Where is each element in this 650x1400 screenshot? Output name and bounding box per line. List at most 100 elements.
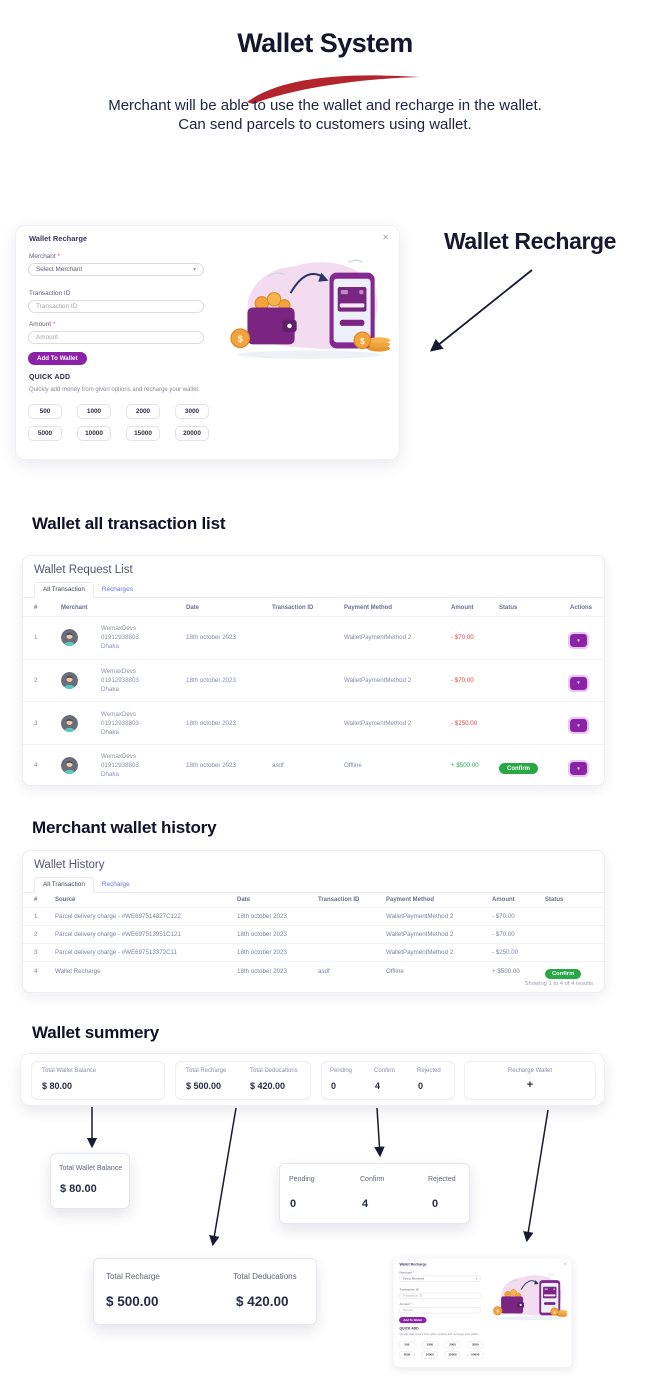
table-row: 4 WemaxDevs 01912938803 Dhaka 18th october…: [23, 744, 604, 787]
date-cell: 18th october 2023: [186, 719, 236, 727]
row-action-button[interactable]: ▾: [570, 634, 587, 648]
quick-amount-button[interactable]: 2000: [126, 404, 160, 419]
plus-icon[interactable]: +: [526, 1079, 534, 1091]
table-body: 1 WemaxDevs 01912938803 Dhaka 18th october…: [23, 616, 604, 787]
col-date: Date: [237, 897, 251, 903]
col-num: #: [34, 605, 38, 611]
quick-add-description: Quickly add money from given options and…: [399, 1333, 479, 1337]
subtitle-line-1: Merchant will be able to use the wallet …: [108, 97, 542, 114]
quick-amount-button[interactable]: 10000: [421, 1351, 438, 1359]
amount-input[interactable]: [28, 331, 204, 344]
merchant-select-value: Select Merchant: [36, 266, 83, 273]
avatar: [61, 714, 78, 732]
row-number: 1: [34, 634, 38, 642]
method-cell: WalletPaymentMethod 2: [386, 913, 454, 920]
close-icon[interactable]: ✕: [563, 1261, 567, 1266]
quick-amount-button[interactable]: 500: [28, 404, 62, 419]
transaction-id-input[interactable]: [28, 300, 204, 313]
source-cell: Parcel delivery charge - #WE697514827C12…: [55, 913, 181, 920]
close-icon[interactable]: ✕: [382, 233, 389, 242]
quick-amount-button[interactable]: 2000: [444, 1341, 461, 1349]
method-cell: WalletPaymentMethod 2: [344, 634, 412, 642]
quick-amount-button[interactable]: 1000: [77, 404, 111, 419]
deductions-value: $ 420.00: [250, 1081, 286, 1091]
deductions-value: $ 420.00: [236, 1294, 289, 1309]
table-row: 2 Parcel delivery charge - #WE697513951C…: [23, 925, 604, 943]
wallet-recharge-callout-title: Wallet Recharge: [443, 228, 617, 254]
tab-bar: All Transaction Recharge: [23, 877, 604, 893]
table-row: 2 WemaxDevs 01912938803 Dhaka 18th october…: [23, 658, 604, 702]
row-action-button[interactable]: ▾: [570, 762, 587, 776]
avatar: [61, 757, 78, 775]
date-cell: 18th october 2023: [237, 931, 287, 938]
totals-card: Total Recharge $ 500.00 Total Deducation…: [175, 1061, 311, 1100]
add-to-wallet-button[interactable]: Add To Wallet: [28, 352, 87, 365]
method-cell: WalletPaymentMethod 2: [344, 677, 412, 685]
recharge-label: Total Recharge: [186, 1068, 227, 1074]
modal-title: Wallet Recharge: [29, 234, 88, 243]
quick-amount-button[interactable]: 5000: [399, 1351, 415, 1359]
quick-amount-button[interactable]: 20000: [175, 426, 209, 441]
quick-amount-button[interactable]: 5000: [28, 426, 62, 441]
add-to-wallet-button[interactable]: Add To Wallet: [399, 1317, 427, 1324]
method-cell: WalletPaymentMethod 2: [386, 949, 454, 956]
col-merchant: Merchant: [61, 605, 88, 611]
recharge-value: $ 500.00: [186, 1081, 222, 1091]
merchant-cell: WemaxDevs 01912938803 Dhaka: [101, 710, 139, 736]
recharge-wallet-label: Recharge Wallet: [507, 1068, 553, 1074]
quick-amounts-grid: 500 1000 2000 3000 5000 10000 15000 2000…: [28, 404, 209, 441]
wallet-summary-bar: Total Wallet Balance $ 80.00 Total Recha…: [20, 1053, 605, 1106]
merchant-select[interactable]: Select Merchant ▾: [399, 1275, 481, 1282]
quick-amount-button[interactable]: 15000: [444, 1351, 461, 1359]
summary-arrow-recharge: [523, 1109, 549, 1243]
quick-amount-button[interactable]: 1000: [421, 1341, 438, 1349]
quick-amount-button[interactable]: 20000: [467, 1351, 484, 1359]
col-amount: Amount: [451, 605, 474, 611]
col-date: Date: [186, 605, 200, 611]
quick-amount-button[interactable]: 3000: [175, 404, 209, 419]
transaction-id-input[interactable]: [399, 1292, 481, 1299]
method-cell: Offline: [386, 967, 404, 975]
table-row: 1 Parcel delivery charge - #WE697514827C…: [23, 907, 604, 925]
col-num: #: [34, 897, 38, 903]
tab-all-transaction[interactable]: All Transaction: [34, 582, 94, 598]
row-number: 4: [34, 762, 38, 770]
merchant-cell: WemaxDevs 01912938803 Dhaka: [101, 753, 139, 779]
method-cell: Offline: [344, 762, 362, 770]
tab-recharges[interactable]: Recharges: [101, 586, 133, 593]
col-txid: Transaction ID: [272, 605, 314, 611]
chevron-down-icon: ▾: [193, 266, 196, 273]
tab-recharge[interactable]: Recharge: [101, 881, 130, 888]
svg-text:$: $: [360, 337, 365, 346]
confirm-value: 4: [362, 1198, 369, 1210]
balance-label: Total Wallet Balance: [59, 1165, 123, 1172]
wallet-recharge-modal: Wallet Recharge ✕ Merchant * Select Merc…: [15, 225, 400, 460]
merchant-select[interactable]: Select Merchant ▾: [28, 263, 204, 276]
quick-amount-button[interactable]: 3000: [467, 1341, 484, 1349]
quick-amount-button[interactable]: 15000: [126, 426, 160, 441]
col-method: Payment Method: [344, 605, 393, 611]
amount-cell: - $70.00: [451, 634, 474, 642]
pending-value: 0: [331, 1081, 337, 1091]
amount-input[interactable]: [399, 1307, 481, 1314]
col-actions: Actions: [570, 605, 593, 611]
quick-amount-button[interactable]: 10000: [77, 426, 111, 441]
deductions-label: Total Deducations: [233, 1272, 297, 1281]
page-title: Wallet System: [237, 28, 413, 58]
col-status: Status: [545, 897, 564, 903]
date-cell: 18th october 2023: [186, 762, 236, 770]
amount-label-text: Amount: [29, 321, 52, 328]
merchant-cell: WemaxDevs 01912938803 Dhaka: [101, 625, 139, 651]
status-badge: Confirm: [499, 763, 538, 775]
row-action-button[interactable]: ▾: [570, 676, 587, 690]
results-count: Showing 1 to 4 of 4 results: [524, 981, 593, 987]
date-cell: 18th october 2023: [186, 634, 236, 642]
row-action-button[interactable]: ▾: [570, 719, 587, 733]
wallet-recharge-illustration: $ $: [230, 259, 391, 359]
quick-amounts-grid: 500 1000 2000 3000 5000 10000 15000 2000…: [399, 1341, 484, 1359]
quick-amount-button[interactable]: 500: [399, 1341, 415, 1349]
method-cell: WalletPaymentMethod 2: [386, 931, 454, 938]
required-asterisk: *: [412, 1271, 414, 1275]
required-asterisk: *: [410, 1302, 412, 1306]
tab-all-transaction[interactable]: All Transaction: [34, 877, 94, 893]
